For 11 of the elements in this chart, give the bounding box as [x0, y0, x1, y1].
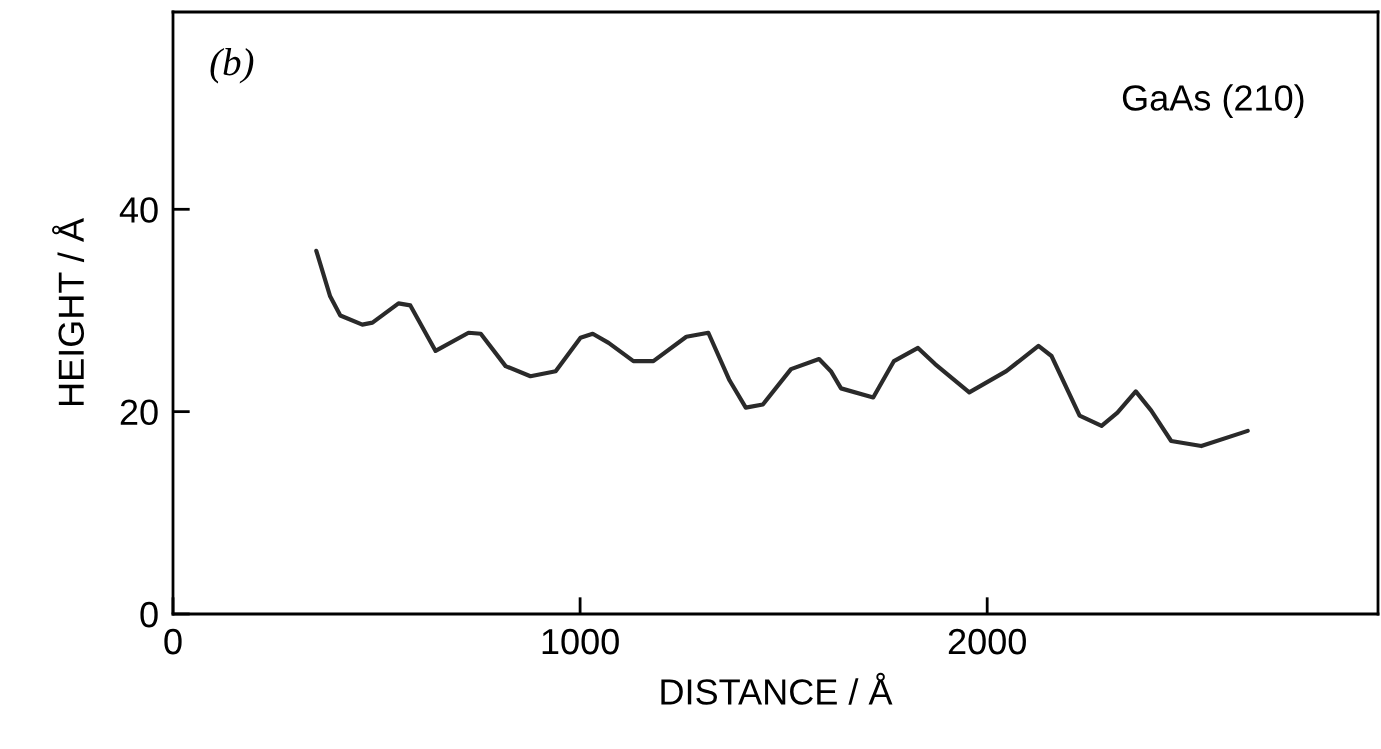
y-tick-label: 0: [140, 601, 158, 628]
annotation: GaAs (210): [1122, 84, 1304, 118]
line-series: [314, 248, 1250, 449]
annotation: (b): [210, 48, 254, 84]
x-axis-title: DISTANCE / Å: [661, 672, 893, 705]
x-tick-label: 2000: [948, 628, 1026, 655]
y-tick-label: 20: [120, 399, 158, 426]
y-axis-title: HEIGHT / Å: [52, 218, 85, 406]
x-tick-label: 0: [164, 628, 182, 655]
y-tick-label: 40: [119, 197, 158, 223]
x-tick-label: 1000: [542, 628, 619, 655]
